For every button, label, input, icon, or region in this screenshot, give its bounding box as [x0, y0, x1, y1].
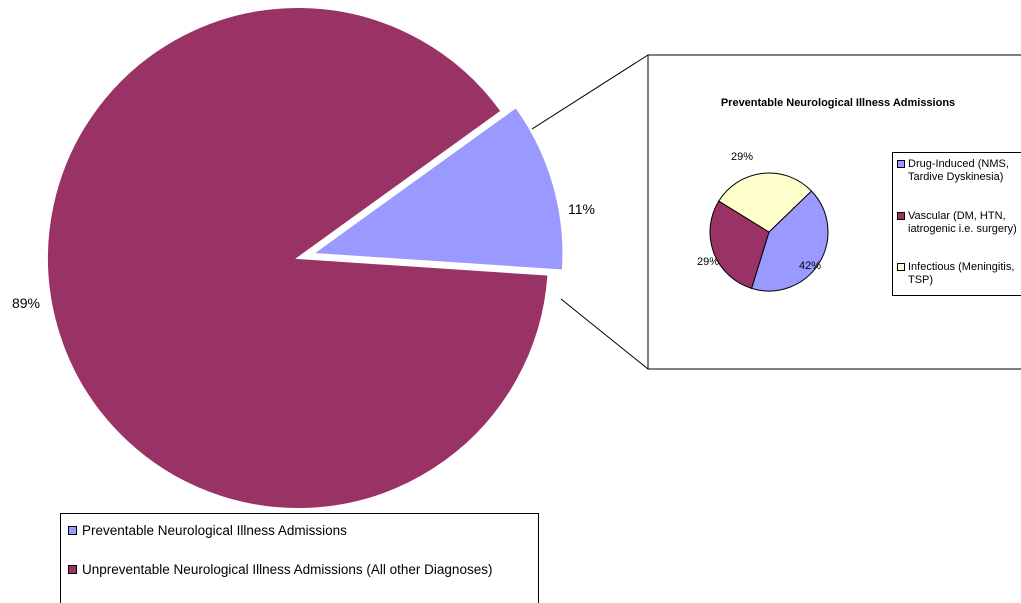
inset-slice-infectious [718, 172, 813, 233]
legend-item-unpreventable: Unpreventable Neurological Illness Admis… [68, 561, 532, 578]
legend-swatch-vascular [897, 212, 905, 220]
main-pie-chart: 11% 89% [12, 6, 595, 510]
legend-label-infectious: Infectious (Meningitis, TSP) [908, 261, 1015, 286]
legend-swatch-drug-induced [897, 160, 905, 168]
inset-connector-bottom [560, 298, 649, 370]
legend-item-infectious: Infectious (Meningitis, TSP) [897, 261, 1019, 286]
pie-slice-preventable-neurological [309, 105, 565, 272]
legend-item-vascular: Vascular (DM, HTN, iatrogenic i.e. surge… [897, 210, 1019, 235]
inset-data-label-infectious: 29% [731, 151, 753, 163]
legend-label-vascular: Vascular (DM, HTN, iatrogenic i.e. surge… [908, 210, 1017, 235]
legend-swatch-infectious [897, 263, 905, 271]
legend-label-preventable: Preventable Neurological Illness Admissi… [82, 523, 347, 538]
inset-slice-drug-induced [750, 190, 829, 292]
inset-data-label-drug-induced: 42% [799, 260, 821, 272]
pie-slice-unpreventable-neurological [46, 6, 550, 510]
inset-legend: Drug-Induced (NMS, Tardive Dyskinesia) V… [892, 152, 1021, 296]
legend-label-drug-induced: Drug-Induced (NMS, Tardive Dyskinesia) [908, 158, 1009, 183]
data-label-unpreventable-neurological: 89% [12, 295, 40, 311]
legend-swatch-unpreventable [68, 565, 77, 574]
inset-connector-top [531, 54, 649, 130]
inset-slice-vascular [709, 200, 770, 289]
inset-pie-chart: 42% 29% 29% [697, 151, 829, 292]
legend-label-unpreventable: Unpreventable Neurological Illness Admis… [82, 562, 493, 577]
inset-chart-frame: Preventable Neurological Illness Admissi… [531, 54, 1021, 370]
inset-border [647, 54, 1021, 370]
legend-item-preventable: Preventable Neurological Illness Admissi… [68, 522, 532, 539]
inset-data-label-vascular: 29% [697, 256, 719, 268]
data-label-preventable-neurological: 11% [568, 201, 595, 217]
inset-chart-title: Preventable Neurological Illness Admissi… [721, 97, 955, 109]
main-legend: Preventable Neurological Illness Admissi… [60, 513, 539, 603]
legend-swatch-preventable [68, 526, 77, 535]
legend-item-drug-induced: Drug-Induced (NMS, Tardive Dyskinesia) [897, 158, 1019, 183]
